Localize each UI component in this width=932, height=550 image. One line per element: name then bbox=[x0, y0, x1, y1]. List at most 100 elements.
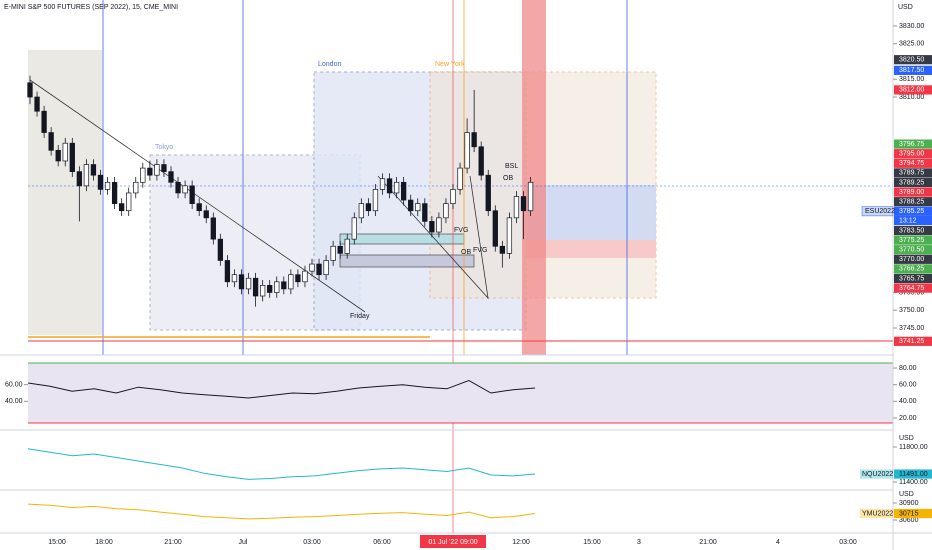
time-label: 18:00 bbox=[95, 539, 113, 546]
price-tag bbox=[894, 149, 932, 159]
value-tag bbox=[894, 469, 932, 479]
candle-body bbox=[161, 164, 167, 172]
candle-body bbox=[506, 217, 513, 254]
candle-body bbox=[111, 181, 118, 204]
left-tick-label: 40.00 bbox=[5, 398, 23, 405]
candle-body bbox=[429, 221, 435, 233]
candle-body bbox=[436, 217, 442, 233]
candle-body bbox=[471, 132, 477, 148]
time-label: Jul bbox=[239, 539, 248, 546]
candle-body bbox=[147, 167, 153, 176]
candle-body bbox=[231, 274, 238, 283]
fvg-box bbox=[339, 233, 465, 245]
y-tick-label: 11400.00 bbox=[899, 479, 928, 486]
zone bbox=[526, 240, 656, 258]
candle-body bbox=[457, 167, 463, 190]
value-tag-label: 11491.00 bbox=[899, 471, 928, 478]
candle-body bbox=[126, 192, 132, 212]
y-tick-label: 3755.00 bbox=[899, 289, 924, 296]
price-tag bbox=[894, 283, 932, 293]
price-tag bbox=[894, 177, 932, 188]
annotation: OB bbox=[503, 175, 513, 182]
y-tick-label: 80.00 bbox=[899, 365, 917, 372]
symbol-tag bbox=[860, 508, 893, 519]
candle-body bbox=[238, 274, 245, 290]
price-tag-label: 3766.25 bbox=[899, 266, 924, 273]
candle-body bbox=[337, 245, 343, 254]
y-tick-label: 40.00 bbox=[899, 398, 917, 405]
candle-body bbox=[217, 238, 224, 261]
candle-body bbox=[168, 171, 174, 183]
candle-body bbox=[443, 203, 449, 219]
ob-box bbox=[339, 254, 475, 268]
price-tag-label: 3775.25 bbox=[899, 237, 924, 244]
price-tag bbox=[894, 187, 932, 197]
symbol-tag bbox=[860, 469, 893, 479]
candle-body bbox=[55, 149, 61, 162]
time-highlight bbox=[420, 535, 486, 548]
chart-title: E-MINI S&P 500 FUTURES (SEP 2022), 15, C… bbox=[4, 4, 178, 11]
time-label: 03:00 bbox=[839, 539, 857, 546]
session-box bbox=[28, 50, 102, 335]
candle-body bbox=[408, 199, 414, 212]
value-tag bbox=[894, 508, 932, 519]
candle-body bbox=[513, 196, 520, 219]
candle-body bbox=[252, 277, 259, 297]
candle-body bbox=[48, 132, 54, 151]
candle-body bbox=[401, 181, 407, 201]
candle-body bbox=[203, 210, 209, 219]
price-tag bbox=[894, 85, 932, 95]
highlight-band bbox=[522, 0, 546, 355]
candle-body bbox=[34, 96, 40, 112]
candle-body bbox=[274, 281, 280, 293]
y-tick-label: 3810.00 bbox=[899, 94, 924, 101]
candle-body bbox=[386, 178, 393, 194]
annotation: Friday bbox=[350, 313, 370, 320]
price-tag bbox=[894, 55, 932, 65]
candle-body bbox=[69, 142, 75, 172]
candle-body bbox=[90, 164, 97, 176]
price-tag bbox=[894, 139, 932, 149]
price-tag-label: 3770.00 bbox=[899, 256, 924, 263]
candle-body bbox=[351, 217, 357, 240]
value-tag-label: 30715 bbox=[899, 510, 919, 517]
candle-body bbox=[464, 132, 470, 169]
rsi-band bbox=[28, 363, 893, 423]
time-label: 12:00 bbox=[512, 539, 530, 546]
annotation: FVG bbox=[454, 227, 468, 234]
candle-body bbox=[189, 185, 195, 204]
price-tag-label: 3789.25 bbox=[899, 179, 924, 186]
currency: USD bbox=[899, 491, 914, 498]
indicator-line bbox=[27, 503, 536, 520]
candle-body bbox=[175, 181, 181, 194]
candle-body bbox=[133, 181, 139, 194]
candle-body bbox=[281, 281, 287, 290]
y-tick-label: 30600 bbox=[899, 517, 919, 524]
candle-body bbox=[118, 203, 125, 212]
candle-body bbox=[372, 189, 379, 212]
candle-body bbox=[379, 178, 386, 190]
symbol-label: NQU2022 bbox=[862, 471, 893, 478]
indicator-line bbox=[27, 448, 536, 480]
time-label: 21:00 bbox=[699, 539, 717, 546]
price-tag bbox=[894, 65, 932, 75]
candle-body bbox=[358, 203, 364, 219]
annotation: FVG bbox=[473, 247, 487, 254]
price-tag-label: 3770.50 bbox=[899, 247, 924, 254]
candle-body bbox=[450, 189, 456, 204]
candle-body bbox=[485, 174, 491, 212]
candle-body bbox=[288, 274, 294, 290]
price-tag bbox=[894, 206, 932, 216]
y-tick-label: 60.00 bbox=[899, 382, 917, 389]
candle-body bbox=[316, 263, 322, 276]
price-tag-label: 3765.75 bbox=[899, 275, 924, 282]
price-tag-label: 3783.50 bbox=[899, 227, 924, 234]
price-tag bbox=[894, 273, 932, 284]
y-tick-label: 30900 bbox=[899, 500, 919, 507]
y-tick-label: 3815.00 bbox=[899, 76, 924, 83]
annotation: OB bbox=[461, 249, 471, 256]
price-tag-label: 3796.75 bbox=[899, 141, 924, 148]
price-tag bbox=[894, 254, 932, 264]
candle-body bbox=[41, 110, 47, 133]
y-tick-label: 20.00 bbox=[899, 415, 917, 422]
